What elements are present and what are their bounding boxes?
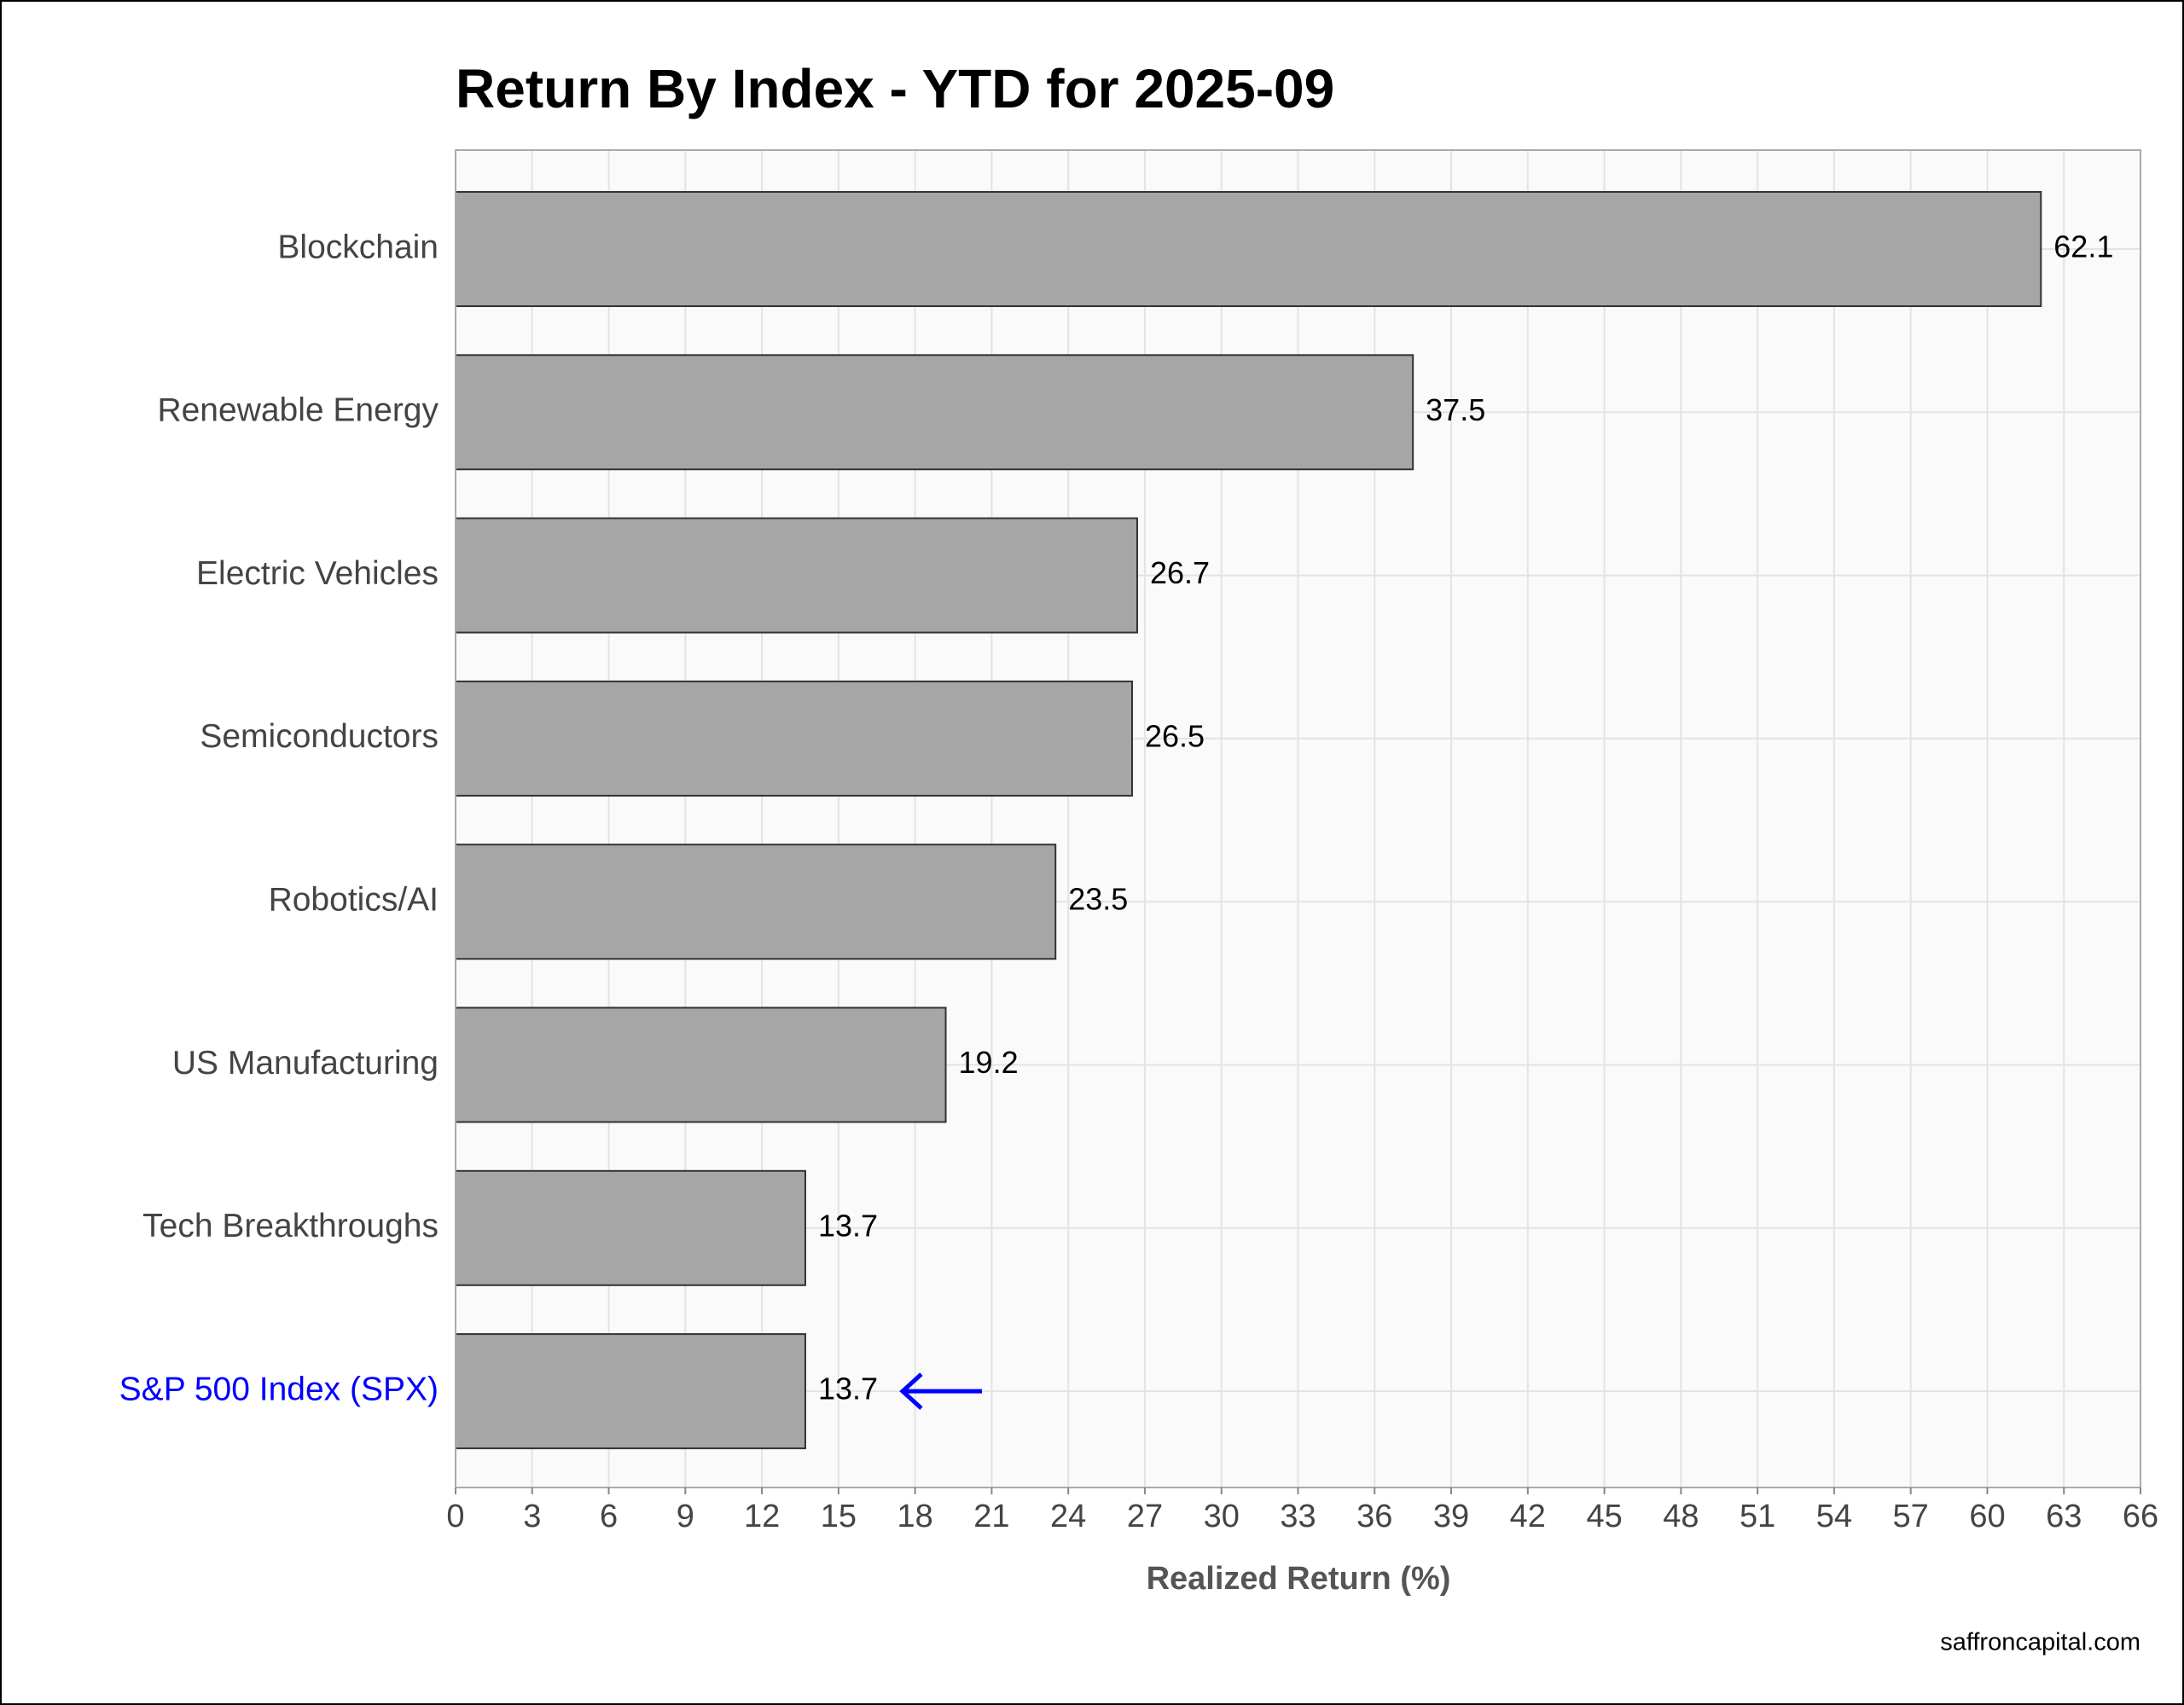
y-tick-label: Renewable Energy bbox=[157, 392, 439, 429]
x-tick-label: 45 bbox=[1586, 1499, 1622, 1534]
bar bbox=[455, 1333, 806, 1450]
y-tick-label: Semiconductors bbox=[200, 718, 439, 755]
value-label: 19.2 bbox=[959, 1045, 1019, 1080]
bar bbox=[455, 1169, 806, 1286]
x-axis-label: Realized Return (%) bbox=[1147, 1561, 1451, 1597]
value-label: 37.5 bbox=[1426, 392, 1485, 427]
source: saffroncapital.com bbox=[1940, 1629, 2140, 1656]
x-tick-label: 21 bbox=[973, 1499, 1009, 1534]
x-tick-label: 51 bbox=[1740, 1499, 1775, 1534]
chart-title: Return By Index - YTD for 2025-09 bbox=[456, 58, 1334, 119]
bar bbox=[455, 844, 1057, 960]
bar bbox=[455, 1006, 947, 1123]
x-tick-label: 0 bbox=[446, 1499, 464, 1534]
y-tick-label: Tech Breakthroughs bbox=[142, 1208, 439, 1244]
x-tick-label: 36 bbox=[1356, 1499, 1392, 1534]
x-tick-label: 42 bbox=[1510, 1499, 1546, 1534]
y-tick-label: Electric Vehicles bbox=[196, 555, 439, 592]
x-tick-label: 57 bbox=[1893, 1499, 1929, 1534]
value-label: 13.7 bbox=[818, 1372, 878, 1406]
highlight-arrow-head bbox=[899, 1372, 923, 1410]
x-tick-label: 15 bbox=[821, 1499, 857, 1534]
x-tick-label: 3 bbox=[523, 1499, 541, 1534]
value-label: 26.7 bbox=[1150, 555, 1210, 590]
bar bbox=[455, 354, 1414, 471]
value-label: 23.5 bbox=[1068, 882, 1128, 917]
x-tick-label: 18 bbox=[897, 1499, 932, 1534]
x-tick-label: 48 bbox=[1663, 1499, 1699, 1534]
x-tick-label: 24 bbox=[1050, 1499, 1086, 1534]
y-tick-label: S&P 500 Index (SPX) bbox=[119, 1371, 439, 1407]
marks bbox=[455, 191, 2042, 1450]
y-tick-label: US Manufacturing bbox=[172, 1045, 439, 1082]
x-tick-label: 33 bbox=[1280, 1499, 1316, 1534]
x-tick-label: 27 bbox=[1127, 1499, 1163, 1534]
bar bbox=[455, 517, 1138, 634]
bar bbox=[455, 191, 2042, 307]
x-tick-label: 9 bbox=[677, 1499, 694, 1534]
x-tick-label: 66 bbox=[2123, 1499, 2158, 1534]
y-tick-label: Robotics/AI bbox=[269, 881, 439, 918]
x-tick-label: 54 bbox=[1816, 1499, 1852, 1534]
x-tick-label: 30 bbox=[1204, 1499, 1240, 1534]
value-label: 26.5 bbox=[1145, 718, 1205, 753]
bar bbox=[455, 680, 1133, 797]
y-tick-label: Blockchain bbox=[277, 229, 439, 265]
x-tick-label: 6 bbox=[600, 1499, 618, 1534]
value-label: 13.7 bbox=[818, 1208, 878, 1243]
x-tick-label: 12 bbox=[744, 1499, 780, 1534]
x-tick-label: 39 bbox=[1433, 1499, 1469, 1534]
x-tick-label: 63 bbox=[2046, 1499, 2082, 1534]
x-tick-label: 60 bbox=[1969, 1499, 2005, 1534]
value-label: 62.1 bbox=[2053, 229, 2113, 264]
